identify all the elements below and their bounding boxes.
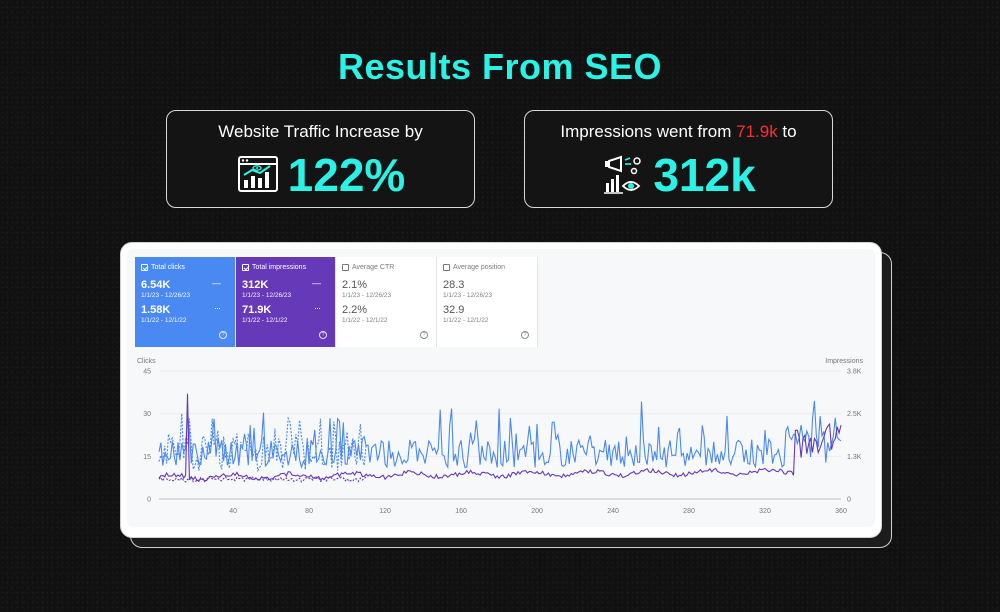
clicks-previous: 1.58K: [141, 304, 171, 316]
help-icon[interactable]: ?: [219, 331, 227, 339]
analytics-dashboard-icon: [237, 156, 278, 192]
impressions-current-range: 1/1/23 - 12/26/23: [242, 292, 292, 299]
impressions-card: Impressions went from 71.9k to 312k: [524, 110, 833, 208]
solid-line-legend-icon: —: [312, 278, 321, 288]
search-console-inner: Total clicks 6.54K — 1/1/23 - 12/26/23 1…: [127, 249, 875, 527]
y-left-tick-label: 15: [143, 454, 151, 461]
checkbox-icon[interactable]: [242, 264, 249, 271]
traffic-caption: Website Traffic Increase by: [218, 122, 423, 141]
traffic-increase-value: 122%: [287, 149, 406, 201]
y-right-tick-label: 3.8K: [847, 369, 862, 376]
x-tick-label: 320: [759, 508, 771, 515]
ctr-current-range: 1/1/23 - 12/26/23: [342, 292, 392, 299]
y-axis-left-label: Clicks: [137, 358, 156, 365]
y-axis-right-ticks: 3.8K 2.5K 1.3K 0: [847, 369, 862, 504]
y-left-tick-label: 45: [143, 369, 151, 376]
series-clicks-current: [158, 400, 842, 470]
tab-total-impressions[interactable]: Total impressions 312K — 1/1/23 - 12/26/…: [236, 257, 336, 347]
x-tick-label: 200: [531, 508, 543, 515]
dashed-line-legend-icon: ···: [214, 303, 221, 313]
clicks-previous-range: 1/1/22 - 12/1/22: [141, 317, 187, 324]
y-left-tick-label: 0: [147, 497, 151, 504]
x-tick-label: 80: [305, 508, 313, 515]
impressions-caption-suffix: to: [777, 122, 797, 141]
megaphone-eye-icon: [604, 155, 642, 194]
clicks-current-range: 1/1/23 - 12/26/23: [141, 292, 191, 299]
x-tick-label: 240: [607, 508, 619, 515]
checkbox-icon[interactable]: [443, 264, 450, 271]
dashed-line-legend-icon: ···: [314, 303, 321, 313]
x-tick-label: 40: [229, 508, 237, 515]
metric-tabs: Total clicks 6.54K — 1/1/23 - 12/26/23 1…: [135, 257, 538, 347]
y-axis-left-ticks: 45 30 15 0: [143, 369, 151, 504]
x-tick-label: 360: [835, 508, 847, 515]
tab-label: Total impressions: [252, 264, 307, 271]
x-tick-label: 280: [683, 508, 695, 515]
tab-average-position[interactable]: Average position 28.3 1/1/23 - 12/26/23 …: [437, 257, 538, 347]
chart-series: [158, 393, 842, 483]
y-right-tick-label: 1.3K: [847, 454, 862, 461]
tab-label: Average CTR: [352, 264, 395, 271]
impressions-current-value: 312k: [653, 149, 756, 201]
help-icon[interactable]: ?: [420, 331, 428, 339]
position-previous: 32.9: [443, 304, 465, 316]
checkbox-icon[interactable]: [141, 264, 148, 271]
tab-label: Average position: [453, 264, 506, 271]
position-current: 28.3: [443, 279, 465, 291]
y-right-tick-label: 0: [847, 497, 851, 504]
series-clicks-previous: [158, 413, 367, 473]
impressions-caption-prefix: Impressions went from: [560, 122, 737, 141]
impressions-caption: Impressions went from 71.9k to: [525, 122, 832, 142]
series-impressions-current: [158, 393, 842, 482]
series-impressions-previous: [158, 475, 367, 483]
tab-average-ctr[interactable]: Average CTR 2.1% 1/1/23 - 12/26/23 2.2% …: [336, 257, 437, 347]
y-axis-right-label: Impressions: [825, 358, 863, 365]
clicks-current: 6.54K: [141, 279, 171, 291]
solid-line-legend-icon: —: [212, 278, 221, 288]
x-axis-ticks: 40 80 120 160 200 240 280 320 360: [229, 508, 847, 515]
x-tick-label: 120: [379, 508, 391, 515]
impressions-previous-value: 71.9k: [736, 122, 778, 141]
ctr-current: 2.1%: [342, 279, 368, 291]
page-title: Results From SEO: [337, 46, 663, 87]
impressions-current: 312K: [242, 279, 269, 291]
x-tick-label: 160: [455, 508, 467, 515]
y-right-tick-label: 2.5K: [847, 411, 862, 418]
help-icon[interactable]: ?: [319, 331, 327, 339]
ctr-previous-range: 1/1/22 - 12/1/22: [342, 317, 388, 324]
help-icon[interactable]: ?: [521, 331, 529, 339]
performance-chart: Clicks Impressions 45 30 15 0 3.8K 2.5K 1.3K 0…: [137, 358, 864, 515]
impressions-previous-range: 1/1/22 - 12/1/22: [242, 317, 288, 324]
ctr-previous: 2.2%: [342, 304, 368, 316]
search-console-panel: Total clicks 6.54K — 1/1/23 - 12/26/23 1…: [120, 242, 882, 538]
checkbox-icon[interactable]: [342, 264, 349, 271]
position-current-range: 1/1/23 - 12/26/23: [443, 292, 493, 299]
impressions-previous: 71.9K: [242, 304, 272, 316]
tab-label: Total clicks: [151, 264, 185, 271]
traffic-increase-card: Website Traffic Increase by 122%: [166, 110, 475, 208]
y-left-tick-label: 30: [143, 411, 151, 418]
tab-total-clicks[interactable]: Total clicks 6.54K — 1/1/23 - 12/26/23 1…: [135, 257, 236, 347]
position-previous-range: 1/1/22 - 12/1/22: [443, 317, 489, 324]
